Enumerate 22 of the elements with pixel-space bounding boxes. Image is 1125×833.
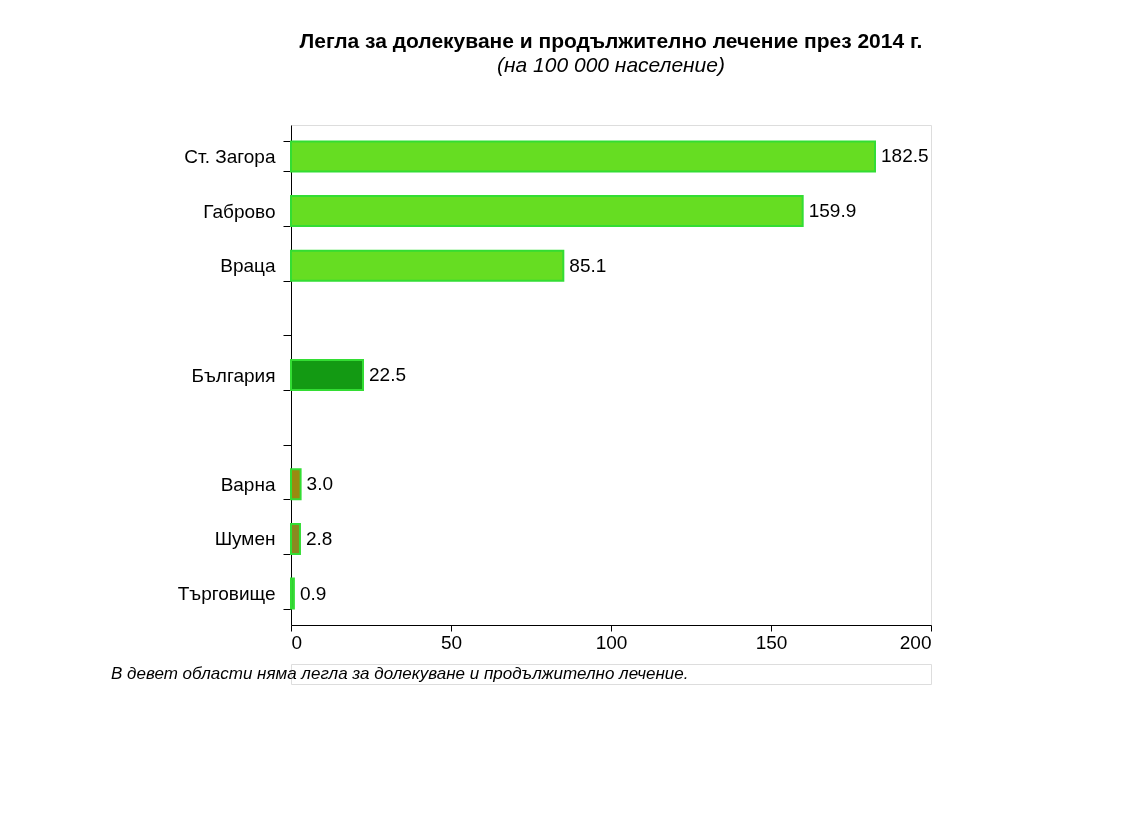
y-tick-label: Варна (220, 473, 276, 495)
x-tick-label: 200 (899, 631, 932, 653)
y-tick-label: Шумен (214, 528, 276, 550)
y-tick-label: Враца (220, 255, 276, 277)
data-label: 22.5 (369, 364, 406, 385)
data-label: 2.8 (305, 527, 333, 549)
data-label: 182.5 (881, 145, 929, 167)
x-tick-label: 100 (595, 631, 628, 653)
data-label: 159.9 (808, 200, 857, 222)
chart-title: Легла за долекуване и продължително лечение през 2014 г. (299, 29, 923, 52)
y-tick-label: Търговище (177, 583, 276, 605)
y-tick-label: Габрово (203, 200, 276, 222)
x-tick-label: 0 (291, 631, 303, 653)
data-label: 3.0 (306, 473, 334, 495)
data-label: 85.1 (569, 254, 607, 276)
y-tick-label: Ст. Загора (184, 145, 276, 167)
chart-subtitle: (на 100 000 население) (497, 53, 725, 76)
x-tick-label: 50 (440, 631, 463, 653)
y-tick-label: България (191, 364, 276, 386)
text: В девет области няма легла за долекуване и продължително лечение. (111, 664, 689, 683)
x-tick-label: 150 (755, 631, 788, 653)
data-label: 0.9 (299, 582, 327, 604)
